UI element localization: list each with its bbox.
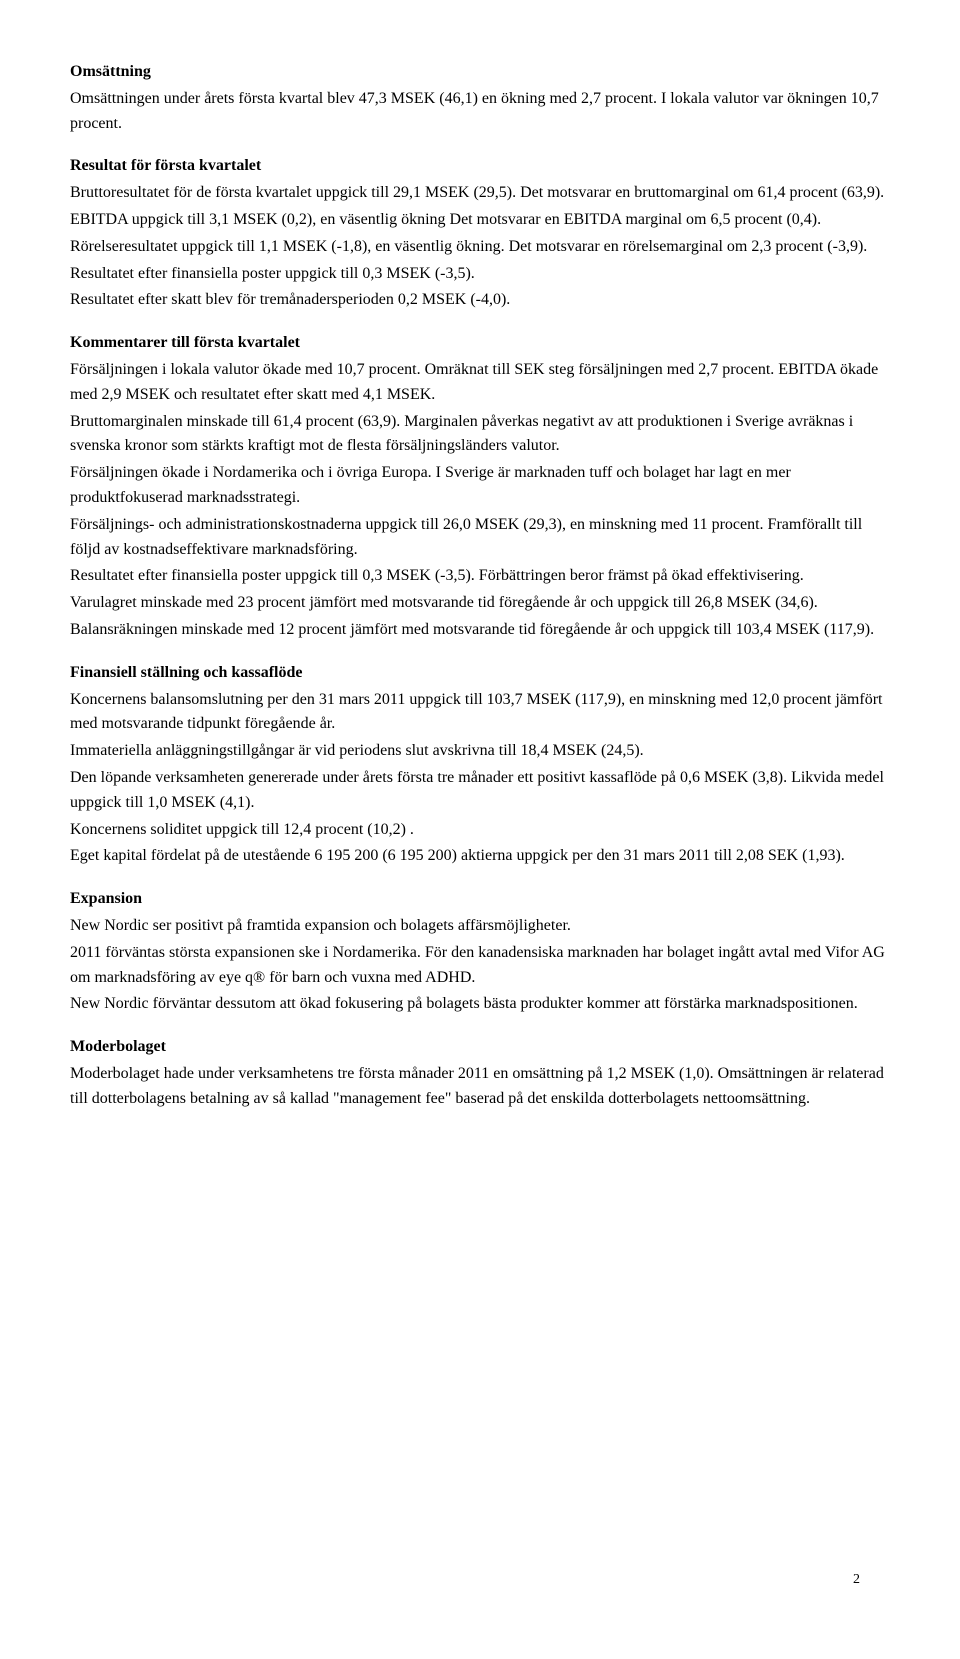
paragraph: Resultatet efter skatt blev för tremånad… xyxy=(70,288,890,313)
paragraph: Den löpande verksamheten genererade unde… xyxy=(70,766,890,816)
page-number: 2 xyxy=(853,1569,860,1591)
paragraph: Bruttomarginalen minskade till 61,4 proc… xyxy=(70,410,890,460)
paragraph: EBITDA uppgick till 3,1 MSEK (0,2), en v… xyxy=(70,208,890,233)
section-omsattning: Omsättning Omsättningen under årets förs… xyxy=(70,60,890,136)
paragraph: Immateriella anläggningstillgångar är vi… xyxy=(70,739,890,764)
paragraph: Omsättningen under årets första kvartal … xyxy=(70,87,890,137)
section-kommentarer: Kommentarer till första kvartalet Försäl… xyxy=(70,331,890,643)
paragraph: Resultatet efter finansiella poster uppg… xyxy=(70,564,890,589)
heading-resultat: Resultat för första kvartalet xyxy=(70,154,890,179)
heading-finansiell: Finansiell ställning och kassaflöde xyxy=(70,661,890,686)
heading-moderbolaget: Moderbolaget xyxy=(70,1035,890,1060)
paragraph: Försäljningen ökade i Nordamerika och i … xyxy=(70,461,890,511)
paragraph: Resultatet efter finansiella poster uppg… xyxy=(70,262,890,287)
paragraph: Försäljnings- och administrationskostnad… xyxy=(70,513,890,563)
paragraph: New Nordic ser positivt på framtida expa… xyxy=(70,914,890,939)
paragraph: Eget kapital fördelat på de utestående 6… xyxy=(70,844,890,869)
section-expansion: Expansion New Nordic ser positivt på fra… xyxy=(70,887,890,1017)
paragraph: Varulagret minskade med 23 procent jämfö… xyxy=(70,591,890,616)
paragraph: Rörelseresultatet uppgick till 1,1 MSEK … xyxy=(70,235,890,260)
paragraph: Bruttoresultatet för de första kvartalet… xyxy=(70,181,890,206)
paragraph: Moderbolaget hade under verksamhetens tr… xyxy=(70,1062,890,1112)
paragraph: New Nordic förväntar dessutom att ökad f… xyxy=(70,992,890,1017)
section-finansiell: Finansiell ställning och kassaflöde Konc… xyxy=(70,661,890,869)
heading-kommentarer: Kommentarer till första kvartalet xyxy=(70,331,890,356)
paragraph: Balansräkningen minskade med 12 procent … xyxy=(70,618,890,643)
paragraph: Koncernens soliditet uppgick till 12,4 p… xyxy=(70,818,890,843)
section-moderbolaget: Moderbolaget Moderbolaget hade under ver… xyxy=(70,1035,890,1111)
paragraph: Försäljningen i lokala valutor ökade med… xyxy=(70,358,890,408)
section-resultat: Resultat för första kvartalet Bruttoresu… xyxy=(70,154,890,313)
paragraph: Koncernens balansomslutning per den 31 m… xyxy=(70,688,890,738)
heading-omsattning: Omsättning xyxy=(70,60,890,85)
document-page: Omsättning Omsättningen under årets förs… xyxy=(70,60,890,1609)
paragraph: 2011 förväntas största expansionen ske i… xyxy=(70,941,890,991)
heading-expansion: Expansion xyxy=(70,887,890,912)
